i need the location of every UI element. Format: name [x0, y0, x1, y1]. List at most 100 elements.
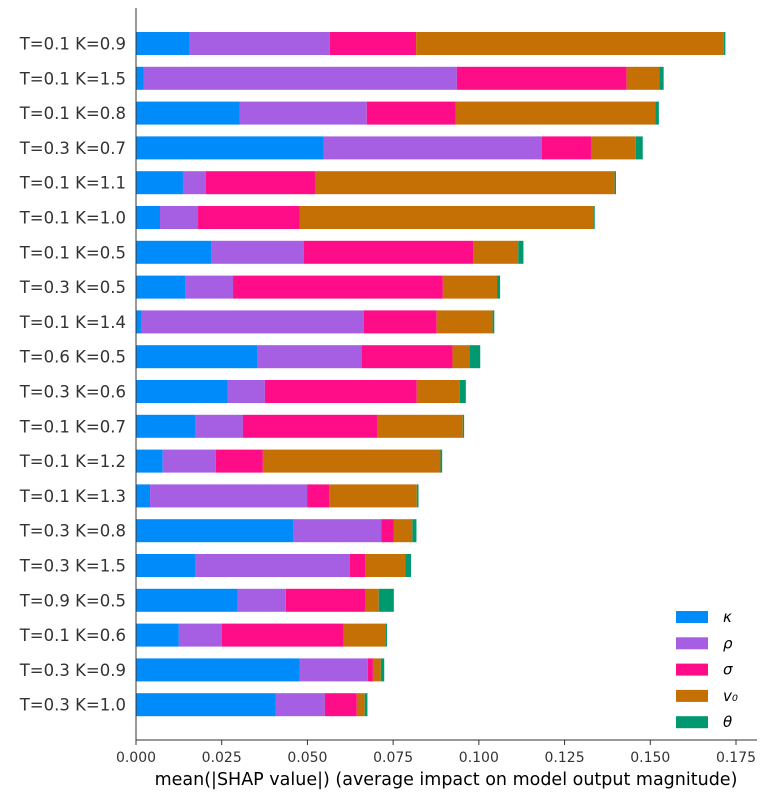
bar-segment [473, 240, 519, 264]
bar-segment [136, 380, 228, 403]
x-tick-label: 0.000 [116, 750, 156, 766]
bar-segment [393, 519, 413, 543]
bar-segment [541, 136, 591, 160]
bar-segment [143, 66, 457, 90]
bar-segment [136, 588, 238, 612]
bar-segment [381, 519, 394, 543]
bar-segment [462, 414, 465, 438]
bar-segment [452, 345, 470, 369]
category-label: T=0.1 K=0.7 [19, 417, 126, 436]
category-label: T=0.1 K=1.5 [19, 69, 126, 88]
category-label: T=0.3 K=0.8 [19, 522, 126, 541]
bar-segment [349, 554, 366, 577]
bar-segment [364, 693, 368, 717]
bar-segment [227, 380, 265, 403]
bar-segment [136, 206, 160, 229]
category-label: T=0.1 K=1.0 [19, 209, 126, 228]
category-label: T=0.1 K=1.4 [19, 313, 126, 332]
bar-segment [324, 693, 357, 717]
bar-segment [136, 240, 212, 264]
bar-segment [194, 414, 243, 438]
bar-segment [285, 588, 366, 612]
bar-segment [237, 588, 286, 612]
bar-segment [442, 275, 498, 299]
bar-segment [365, 554, 406, 577]
bar-segment [329, 32, 417, 55]
bar-segment [412, 519, 417, 543]
bar-segment [136, 623, 179, 647]
legend-label: σ [723, 661, 733, 679]
bar-segment [377, 414, 463, 438]
bar-segment [136, 171, 183, 195]
legend-swatch [676, 637, 708, 650]
bar-segment [136, 484, 151, 508]
bar-segment [659, 66, 664, 90]
bar-segment [455, 101, 656, 125]
legend-swatch [676, 689, 708, 702]
bar-segment [329, 484, 417, 508]
bar-segment [189, 32, 330, 55]
bar-segment [136, 658, 300, 682]
category-label: T=0.1 K=0.8 [19, 104, 126, 123]
x-axis-title: mean(|SHAP value|) (average impact on mo… [155, 770, 738, 790]
bar-segment [416, 380, 460, 403]
bar-segment [136, 519, 294, 543]
category-label: T=0.9 K=0.5 [19, 591, 126, 610]
bar-segment [211, 240, 304, 264]
bar-segment [723, 32, 726, 55]
bar-segment [136, 345, 258, 369]
x-axis: 0.000 0.025 0.050 0.075 0.100 0.125 0.150 0.175 [116, 739, 757, 766]
bar-segment [198, 206, 300, 229]
bar-segment [593, 206, 595, 229]
x-tick-label: 0.125 [545, 750, 585, 766]
bar-segment [405, 554, 411, 577]
bar-segment [215, 449, 263, 473]
bar-segment [365, 588, 379, 612]
bar-segment [262, 449, 441, 473]
bar-segment [655, 101, 659, 125]
bar-segment [221, 623, 344, 647]
bar-segment [356, 693, 365, 717]
legend-label: v₀ [723, 687, 738, 705]
bar-segment [242, 414, 378, 438]
bar-segment [440, 449, 443, 473]
x-tick-label: 0.150 [630, 750, 670, 766]
bar-segment [150, 484, 308, 508]
bar-segment [136, 136, 324, 160]
category-label: T=0.3 K=1.5 [19, 557, 126, 576]
legend-swatch [676, 663, 708, 676]
legend-label: κ [723, 608, 732, 626]
bar-segment [136, 66, 144, 90]
bar-segment [416, 484, 419, 508]
bar-segment [136, 693, 276, 717]
bar-segment [136, 275, 186, 299]
bar-segment [136, 414, 195, 438]
bar-segment [518, 240, 524, 264]
legend-label: ρ [723, 634, 733, 652]
bar-segment [380, 658, 385, 682]
bar-segment [160, 206, 199, 229]
bar-segment [299, 658, 368, 682]
category-labels: T=0.1 K=0.9 T=0.1 K=1.5 T=0.1 K=0.8 T=0.3 K… [19, 35, 126, 715]
bar-segment [205, 171, 315, 195]
bar-segment [367, 658, 373, 682]
x-tick-label: 0.175 [716, 750, 756, 766]
bar-segment [233, 275, 443, 299]
category-label: T=0.3 K=1.0 [19, 696, 126, 715]
bar-segment [239, 101, 367, 125]
bar-segment [162, 449, 216, 473]
bar-segment [194, 554, 350, 577]
bar-segment [459, 380, 466, 403]
legend-swatch [676, 716, 708, 729]
category-label: T=0.1 K=0.9 [19, 35, 126, 54]
category-label: T=0.3 K=0.9 [19, 661, 126, 680]
bar-segment [416, 32, 724, 55]
bar-segment [590, 136, 636, 160]
bar-segment [343, 623, 386, 647]
legend-swatch [676, 611, 708, 623]
category-label: T=0.6 K=0.5 [19, 348, 126, 367]
bar-segment [372, 658, 381, 682]
bar-segment [257, 345, 362, 369]
bar-segment [314, 171, 615, 195]
